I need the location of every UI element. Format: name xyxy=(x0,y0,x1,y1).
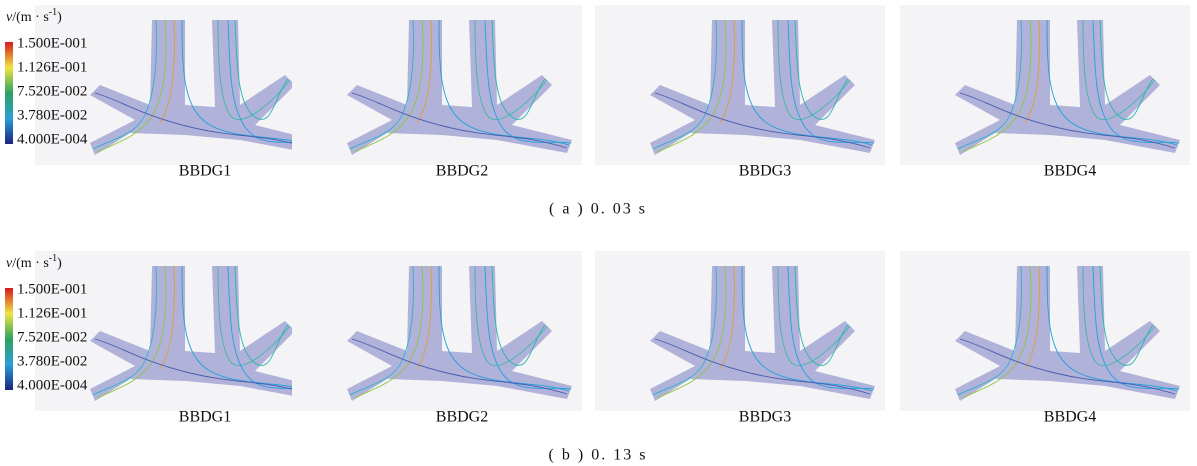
legend-tick: 7.520E-002 xyxy=(17,329,87,345)
panel-label: BBDG2 xyxy=(436,163,488,180)
unit-part: -1 xyxy=(49,253,57,264)
panel-label: BBDG4 xyxy=(1044,163,1096,180)
flow-image xyxy=(292,5,582,165)
panel-label: BBDG2 xyxy=(436,409,488,426)
flow-image xyxy=(900,5,1190,165)
legend-tick: 3.780E-002 xyxy=(17,353,87,369)
flow-image xyxy=(292,251,582,411)
caption: ( b ) 0. 13 s xyxy=(549,447,648,464)
colorbar xyxy=(5,288,13,390)
legend-tick: 7.520E-002 xyxy=(17,83,87,99)
legend-tick: 1.126E-001 xyxy=(17,59,87,75)
legend-tick: 1.500E-001 xyxy=(17,35,87,51)
panel-label: BBDG3 xyxy=(739,409,791,426)
legend-tick: 3.780E-002 xyxy=(17,107,87,123)
panel-label: BBDG4 xyxy=(1044,409,1096,426)
panel-label: BBDG1 xyxy=(179,163,231,180)
flow-image xyxy=(595,5,885,165)
unit-part: /(m · s xyxy=(12,10,49,25)
figure-canvas: BBDG1BBDG2BBDG3BBDG4( a ) 0. 03 sv/(m · … xyxy=(0,0,1197,466)
legend-tick: 4.000E-004 xyxy=(17,377,88,393)
unit-part: -1 xyxy=(49,7,57,18)
legend-tick: 1.126E-001 xyxy=(17,305,87,321)
unit-part: ) xyxy=(57,256,62,271)
figure: BBDG1BBDG2BBDG3BBDG4( a ) 0. 03 sv/(m · … xyxy=(0,0,1197,466)
flow-image xyxy=(900,251,1190,411)
legend-tick: 1.500E-001 xyxy=(17,281,87,297)
unit-part: /(m · s xyxy=(12,256,49,271)
panel-label: BBDG3 xyxy=(739,163,791,180)
panel-label: BBDG1 xyxy=(179,409,231,426)
flow-image xyxy=(595,251,885,411)
unit-part: ) xyxy=(57,10,62,25)
colorbar xyxy=(5,42,13,144)
legend-tick: 4.000E-004 xyxy=(17,131,88,147)
caption: ( a ) 0. 03 s xyxy=(549,201,647,218)
